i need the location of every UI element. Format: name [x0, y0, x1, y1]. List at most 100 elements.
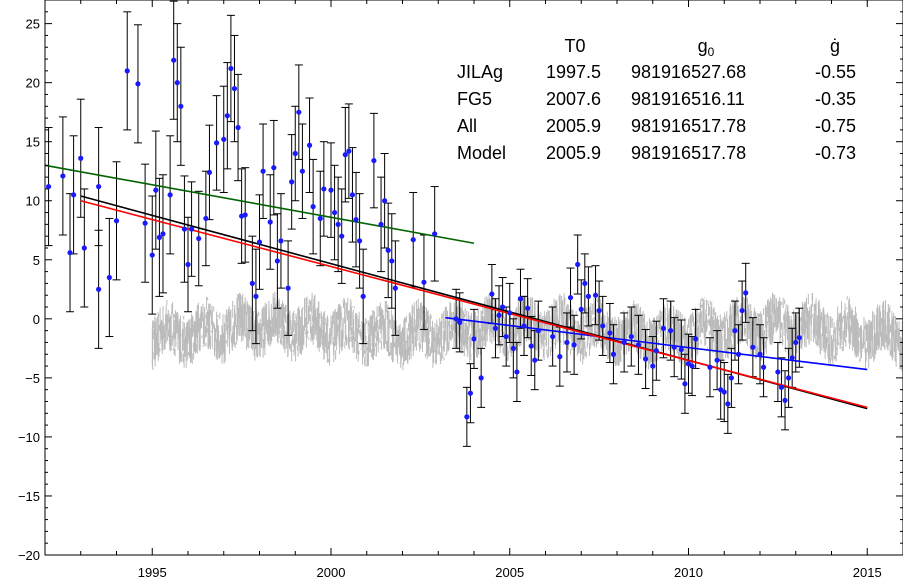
data-point [174, 80, 180, 86]
data-point [113, 218, 120, 224]
data-point [557, 354, 563, 360]
data-point [721, 389, 727, 395]
data-point [360, 293, 366, 299]
row-fg5-t0: 2007.6 [546, 89, 601, 109]
data-point [507, 310, 513, 316]
data-point [682, 381, 688, 387]
y-tick-label: 25 [26, 17, 40, 32]
data-point [464, 414, 470, 420]
row-jilag-t0: 1997.5 [546, 62, 601, 82]
data-point [81, 245, 87, 251]
data-point [471, 336, 477, 342]
data-point [171, 57, 177, 63]
data-point [153, 187, 159, 193]
data-point [489, 291, 495, 297]
row-fg5-name: FG5 [457, 89, 492, 109]
data-point [567, 294, 574, 301]
data-point [739, 307, 745, 314]
data-point [550, 333, 556, 340]
x-tick-label: 1995 [138, 565, 167, 580]
data-point [296, 109, 302, 115]
data-point [149, 252, 155, 258]
data-point [96, 183, 102, 190]
data-point [335, 221, 341, 227]
row-model-t0: 2005.9 [546, 143, 601, 163]
data-point [71, 192, 77, 198]
axes: 1995 2000 2005 2010 2015 −20 −15 −10 −5 0 5 10 15 20 2… [18, 0, 903, 580]
data-point [317, 215, 323, 222]
data-point [196, 235, 202, 242]
data-point [160, 231, 166, 237]
data-point [353, 217, 359, 223]
data-point [60, 173, 66, 179]
data-point [142, 220, 148, 226]
data-point [514, 369, 520, 375]
header-t0: T0 [564, 36, 585, 56]
data-point [478, 375, 484, 381]
data-point [760, 364, 767, 370]
data-point [643, 356, 649, 362]
data-point [571, 342, 577, 348]
data-point [224, 113, 230, 119]
data-point [467, 390, 474, 396]
y-tick-label: 15 [26, 135, 40, 150]
data-point [732, 328, 738, 334]
data-point [382, 198, 388, 204]
data-point [135, 81, 141, 87]
data-point [503, 333, 509, 340]
data-point [757, 351, 763, 357]
row-jilag-g0: 981916527.68 [631, 62, 746, 82]
row-fg5-gdot: -0.35 [815, 89, 856, 109]
data-point [585, 293, 592, 299]
row-model-name: Model [457, 143, 506, 163]
data-point [67, 250, 73, 256]
data-point [432, 231, 438, 237]
data-point [735, 351, 742, 357]
x-tick-label: 2010 [674, 565, 703, 580]
row-model-g0: 981916517.78 [631, 143, 746, 163]
row-fg5-g0: 981916516.11 [631, 89, 745, 109]
data-point [678, 346, 684, 353]
data-point [185, 261, 191, 268]
data-point [292, 150, 298, 157]
row-all-name: All [457, 116, 477, 136]
legend-table: T0 g0 ġ JILAg 1997.5 981916527.68 -0.55 … [457, 36, 856, 163]
data-point [299, 168, 305, 174]
data-point [285, 285, 291, 291]
data-point [510, 345, 516, 351]
fit-line-fg5 [445, 316, 868, 371]
data-point [346, 148, 352, 154]
data-point [278, 238, 284, 244]
data-point [181, 226, 188, 232]
data-point [188, 226, 195, 232]
data-point [575, 261, 581, 268]
data-point [256, 239, 263, 245]
data-point [610, 351, 617, 357]
row-model-gdot: -0.73 [815, 143, 856, 163]
y-tick-label: −5 [25, 371, 40, 386]
data-point [306, 142, 313, 148]
data-point [389, 258, 395, 264]
row-all-t0: 2005.9 [546, 116, 601, 136]
data-point [96, 286, 102, 292]
data-point [385, 247, 391, 253]
data-point [578, 306, 584, 312]
data-point [271, 165, 277, 171]
y-tick-label: 10 [26, 194, 40, 209]
data-point [289, 179, 295, 185]
data-point [492, 325, 499, 331]
y-tick-label: −10 [18, 430, 40, 445]
data-point [78, 155, 84, 161]
row-all-gdot: -0.75 [815, 116, 856, 136]
data-point [214, 140, 220, 146]
data-point [693, 336, 699, 342]
row-all-g0: 981916517.78 [631, 116, 746, 136]
data-point [532, 357, 538, 363]
data-point [671, 344, 677, 350]
data-point [775, 369, 781, 375]
data-point [249, 280, 255, 287]
data-point [564, 339, 570, 346]
data-point [206, 169, 213, 176]
y-tick-label: 5 [33, 253, 40, 268]
data-point [235, 124, 241, 131]
